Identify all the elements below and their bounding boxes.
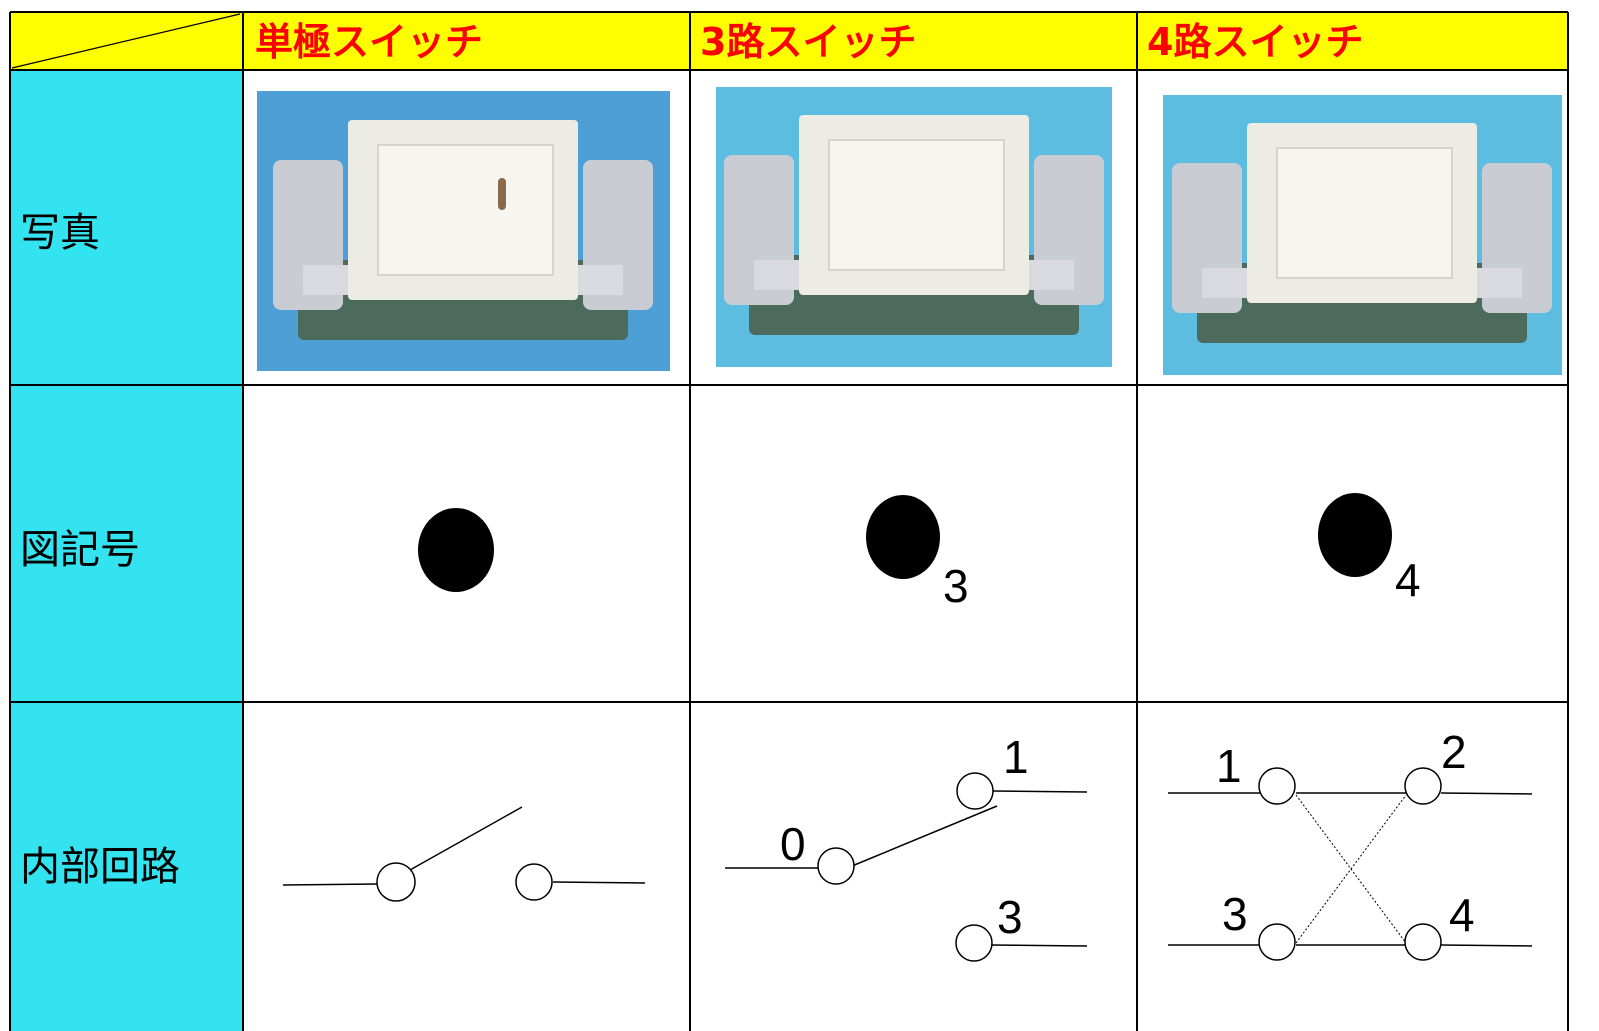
- photo-four-way: [1163, 95, 1562, 375]
- switch-symbol: [418, 508, 494, 592]
- terminal-label: 2: [1441, 726, 1467, 778]
- column-header: 3路スイッチ: [700, 20, 916, 64]
- circuit-three-way: [725, 772, 1088, 962]
- switch-symbol: [866, 495, 940, 579]
- table-grid: [9, 11, 1569, 1031]
- terminal-label: 1: [1216, 740, 1242, 792]
- row-label: 内部回路: [20, 844, 180, 890]
- circuit-single-pole: [282, 806, 646, 902]
- row-label: 写真: [20, 210, 100, 256]
- label-column-bg: [10, 70, 243, 1031]
- corner-diagonal: [11, 13, 241, 69]
- column-header: 単極スイッチ: [255, 20, 483, 64]
- switch-symbol: [1318, 493, 1392, 577]
- photo-three-way: [716, 87, 1112, 367]
- terminal-label: 3: [1222, 888, 1248, 940]
- photo-single-pole: [257, 91, 670, 371]
- header-bg: [10, 12, 1568, 70]
- terminal-label: 1: [1003, 731, 1029, 783]
- row-label: 図記号: [20, 527, 140, 573]
- terminal-label: 3: [997, 891, 1023, 943]
- terminal-label: 0: [780, 818, 806, 870]
- column-header: 4路スイッチ: [1147, 20, 1363, 64]
- terminal-label: 4: [1449, 889, 1475, 941]
- circuit-four-way: [1168, 767, 1533, 961]
- symbol-subscript: 4: [1395, 554, 1421, 606]
- symbol-subscript: 3: [943, 560, 969, 612]
